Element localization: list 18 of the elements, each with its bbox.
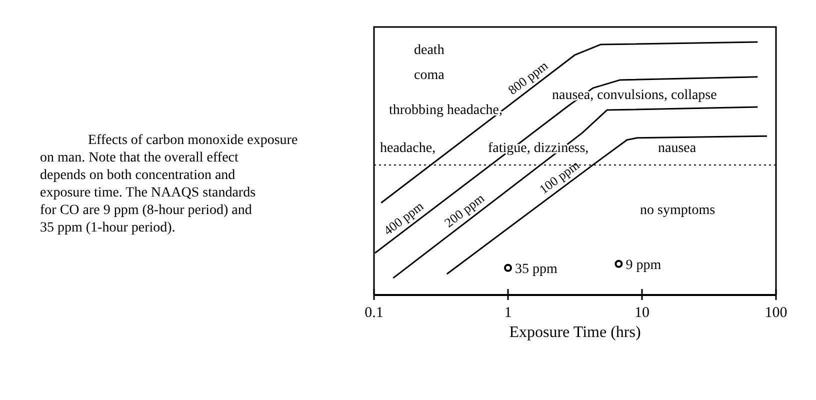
- x-tick-label: 10: [634, 305, 650, 321]
- annotation: no symptoms: [640, 203, 716, 218]
- text: 100 ppm: [536, 157, 582, 197]
- text: 800 ppm: [505, 58, 551, 98]
- series-label: 9 ppm: [626, 258, 662, 273]
- x-tick-label: 1: [504, 305, 512, 321]
- x-axis-title: Exposure Time (hrs): [509, 324, 641, 341]
- text: Effects of carbon monoxide exposure on man. Note that the overall effect depends on both concentration and exposure time. The NAAQS standards for CO are 9 ppm (8-hour period) and 35 ppm (1-hour period).: [40, 133, 298, 236]
- x-tick-label: 0.1: [364, 305, 384, 321]
- series-label: 35 ppm: [515, 262, 558, 277]
- text: 200 ppm: [441, 190, 487, 230]
- annotation: headache,: [380, 141, 436, 156]
- annotation: coma: [414, 68, 446, 83]
- annotation: death: [414, 43, 444, 58]
- text: 400 ppm: [380, 198, 426, 238]
- annotation: nausea: [658, 141, 697, 156]
- x-tick-label: 100: [764, 305, 788, 321]
- annotation: throbbing headache,: [389, 103, 503, 118]
